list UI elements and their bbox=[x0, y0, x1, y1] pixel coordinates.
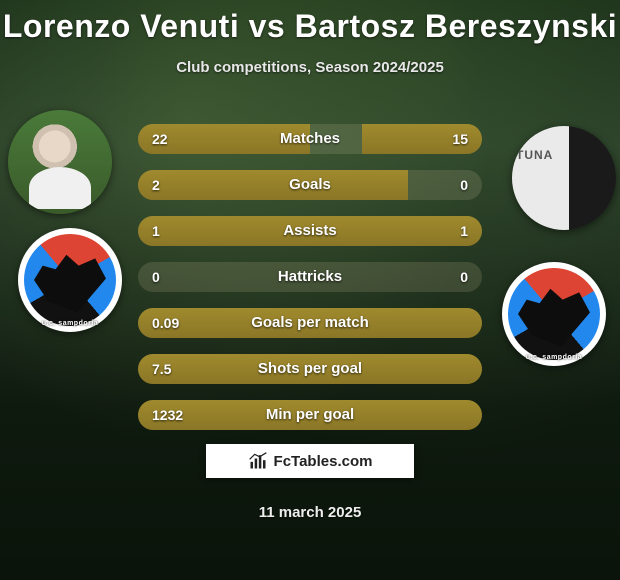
crest-text: u.c. sampdoria bbox=[502, 262, 606, 366]
stat-label: Goals per match bbox=[138, 308, 482, 338]
player1-club-crest: u.c. sampdoria bbox=[18, 228, 122, 332]
brand-text: FcTables.com bbox=[274, 453, 373, 470]
stat-label: Goals bbox=[138, 170, 482, 200]
player2-avatar bbox=[512, 126, 616, 230]
subtitle: Club competitions, Season 2024/2025 bbox=[0, 59, 620, 76]
page-title: Lorenzo Venuti vs Bartosz Bereszynski bbox=[0, 0, 620, 45]
date-text: 11 march 2025 bbox=[0, 504, 620, 521]
stat-label: Min per goal bbox=[138, 400, 482, 430]
stat-row: 00Hattricks bbox=[138, 262, 482, 292]
stat-label: Hattricks bbox=[138, 262, 482, 292]
stat-row: 20Goals bbox=[138, 170, 482, 200]
stat-row: 2215Matches bbox=[138, 124, 482, 154]
stat-row: 1232Min per goal bbox=[138, 400, 482, 430]
stat-row: 7.5Shots per goal bbox=[138, 354, 482, 384]
stat-row: 0.09Goals per match bbox=[138, 308, 482, 338]
player1-avatar bbox=[8, 110, 112, 214]
brand-badge: FcTables.com bbox=[206, 444, 414, 478]
stat-label: Assists bbox=[138, 216, 482, 246]
stat-label: Matches bbox=[138, 124, 482, 154]
comparison-card: Lorenzo Venuti vs Bartosz Bereszynski Cl… bbox=[0, 0, 620, 580]
player2-club-crest: u.c. sampdoria bbox=[502, 262, 606, 366]
brand-chart-icon bbox=[248, 451, 268, 471]
stat-label: Shots per goal bbox=[138, 354, 482, 384]
stat-bars: 2215Matches 20Goals 11Assists 00Hattricks 0.… bbox=[138, 124, 482, 446]
stat-row: 11Assists bbox=[138, 216, 482, 246]
crest-text: u.c. sampdoria bbox=[18, 228, 122, 332]
